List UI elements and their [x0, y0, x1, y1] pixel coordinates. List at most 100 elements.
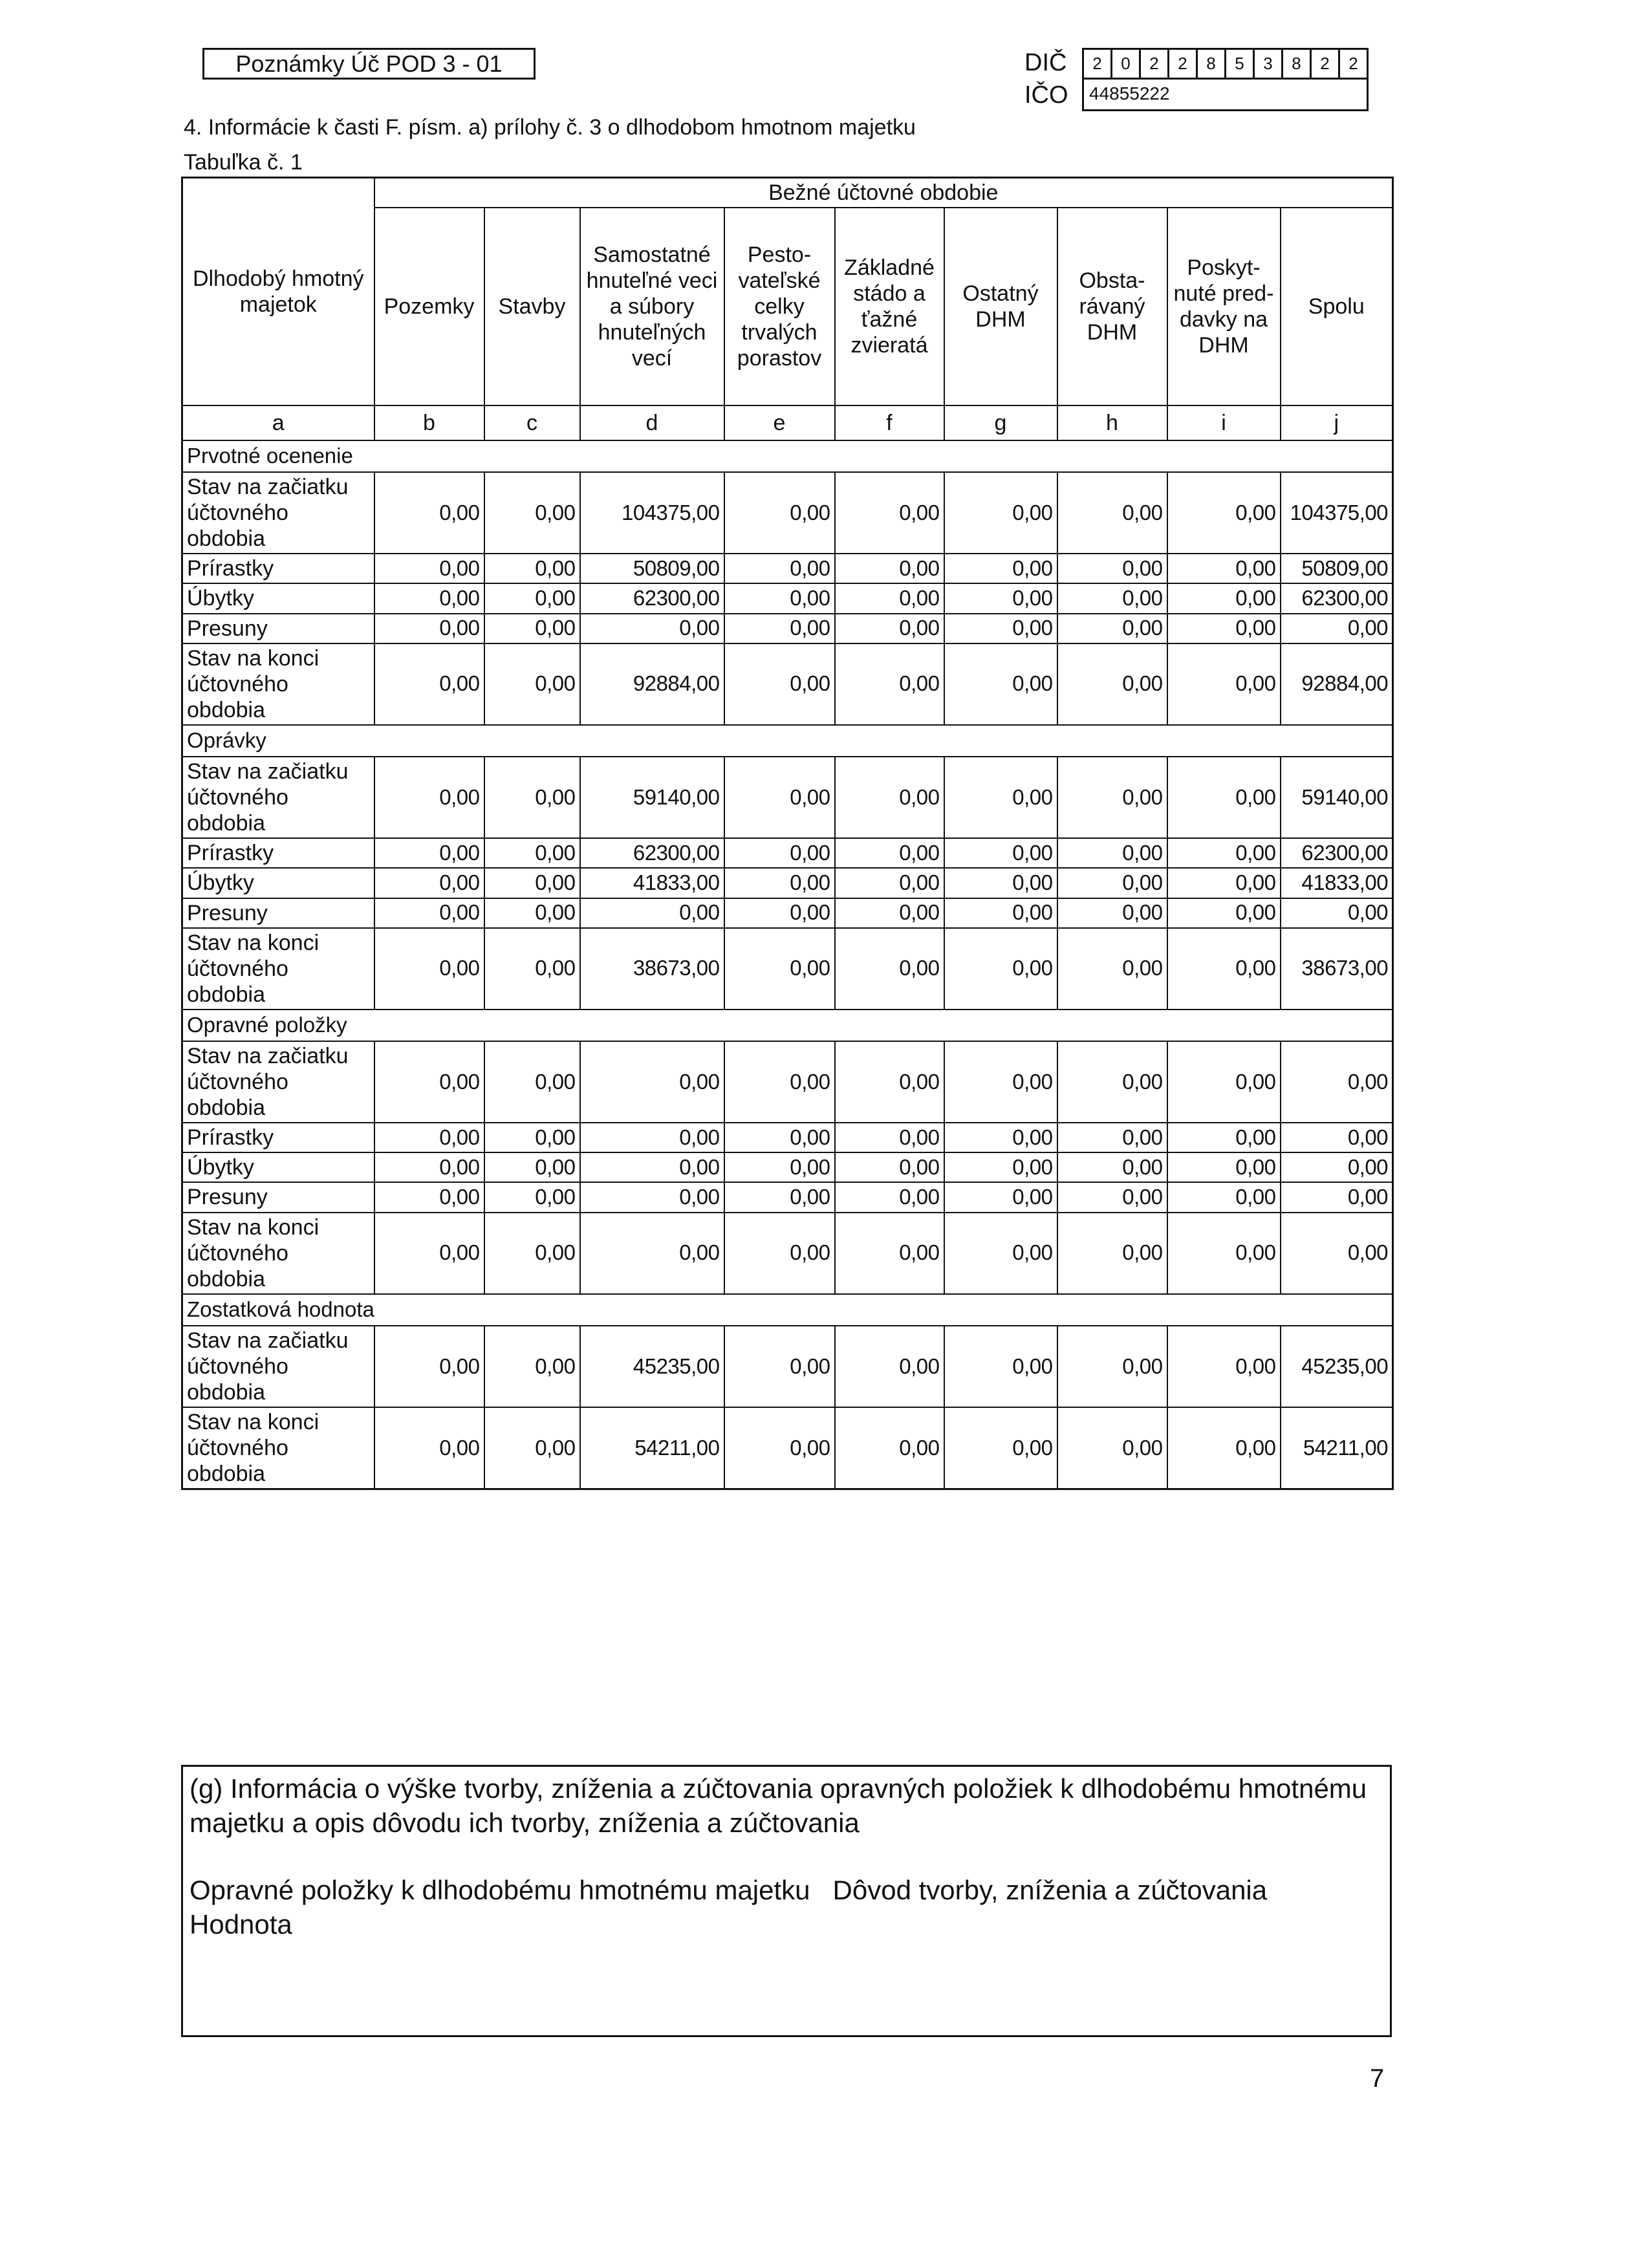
cell-value: 45235,00: [579, 1324, 725, 1409]
data-row: Stav na konci účtovného obdobia 0,00 0,00 3…: [181, 927, 1394, 1010]
row-label: Presuny: [181, 897, 375, 929]
cell-value: 0,00: [373, 1324, 485, 1409]
cell-value: 0,00: [579, 1152, 725, 1183]
note-box: (g) Informácia o výške tvorby, zníženia …: [181, 1765, 1392, 2037]
page-number: 7: [1370, 2064, 1385, 2093]
cell-value: 0,00: [373, 612, 485, 644]
cell-value: 0,00: [1279, 897, 1394, 929]
cell-value: 0,00: [579, 1122, 725, 1154]
section-row: Prvotné ocenenie: [181, 440, 1394, 473]
cell-value: 0,00: [483, 642, 581, 726]
cell-value: 0,00: [373, 1211, 485, 1295]
cell-value: 0,00: [373, 642, 485, 726]
section-title: Prvotné ocenenie: [181, 440, 1394, 473]
data-row: Presuny 0,00 0,00 0,00 0,00 0,00 0,00 0,00 0,00 0…: [181, 612, 1394, 644]
cell-value: 0,00: [373, 897, 485, 929]
cell-value: 92884,00: [579, 642, 725, 726]
cell-value: 0,00: [723, 867, 836, 899]
cell-value: 104375,00: [579, 471, 725, 555]
cell-value: 0,00: [1279, 1122, 1394, 1154]
dic-digit: 2: [1167, 50, 1196, 78]
cell-value: 0,00: [943, 1182, 1058, 1213]
cell-value: 0,00: [834, 1407, 945, 1490]
cell-value: 0,00: [1279, 1182, 1394, 1213]
cell-value: 0,00: [1056, 1211, 1168, 1295]
cell-value: 0,00: [1166, 1407, 1281, 1490]
column-letter: j: [1279, 405, 1394, 442]
column-header: Ostatný DHM: [943, 207, 1058, 407]
data-row: Stav na začiatku účtovného obdobia 0,00 0,…: [181, 471, 1394, 555]
cell-value: 0,00: [1056, 1152, 1168, 1183]
cell-value: 38673,00: [579, 927, 725, 1010]
row-label: Stav na začiatku účtovného obdobia: [181, 471, 375, 555]
row-label: Stav na konci účtovného obdobia: [181, 1407, 375, 1490]
dic-digit: 0: [1110, 50, 1139, 78]
cell-value: 0,00: [1056, 1040, 1168, 1124]
cell-value: 0,00: [373, 867, 485, 899]
cell-value: 0,00: [834, 837, 945, 869]
cell-value: 0,00: [483, 583, 581, 614]
row-label: Stav na konci účtovného obdobia: [181, 927, 375, 1010]
data-row: Stav na začiatku účtovného obdobia 0,00 0,…: [181, 755, 1394, 839]
cell-value: 0,00: [723, 1407, 836, 1490]
cell-value: 0,00: [1166, 612, 1281, 644]
cell-value: 0,00: [834, 1211, 945, 1295]
cell-value: 0,00: [1166, 755, 1281, 839]
cell-value: 0,00: [943, 1324, 1058, 1409]
row-label: Stav na konci účtovného obdobia: [181, 1211, 375, 1295]
cell-value: 0,00: [1056, 837, 1168, 869]
cell-value: 0,00: [1166, 897, 1281, 929]
cell-value: 0,00: [1166, 1152, 1281, 1183]
cell-value: 0,00: [1279, 1040, 1394, 1124]
cell-value: 0,00: [723, 1182, 836, 1213]
cell-value: 0,00: [1166, 1324, 1281, 1409]
dic-digit: 3: [1253, 50, 1281, 78]
cell-value: 54211,00: [1279, 1407, 1394, 1490]
cell-value: 0,00: [1056, 642, 1168, 726]
form-label: Poznámky Úč POD 3 - 01: [202, 48, 536, 80]
cell-value: 59140,00: [579, 755, 725, 839]
dic-digit: 5: [1224, 50, 1253, 78]
data-row: Úbytky 0,00 0,00 62300,00 0,00 0,00 0,00 0,00 0,…: [181, 583, 1394, 614]
cell-value: 0,00: [943, 1122, 1058, 1154]
cell-value: 0,00: [723, 642, 836, 726]
column-header: Stavby: [483, 207, 581, 407]
row-label: Stav na začiatku účtovného obdobia: [181, 755, 375, 839]
cell-value: 62300,00: [579, 583, 725, 614]
column-letter: d: [579, 405, 725, 442]
cell-value: 0,00: [1056, 755, 1168, 839]
cell-value: 0,00: [723, 1152, 836, 1183]
cell-value: 92884,00: [1279, 642, 1394, 726]
cell-value: 0,00: [483, 1407, 581, 1490]
cell-value: 50809,00: [1279, 553, 1394, 585]
cell-value: 0,00: [834, 1122, 945, 1154]
cell-value: 50809,00: [579, 553, 725, 585]
cell-value: 0,00: [483, 1152, 581, 1183]
cell-value: 0,00: [579, 897, 725, 929]
table-caption: Tabuľka č. 1: [184, 150, 303, 175]
cell-value: 0,00: [579, 612, 725, 644]
cell-value: 0,00: [1166, 1182, 1281, 1213]
cell-value: 0,00: [1279, 1211, 1394, 1295]
ico-value: 44855222: [1082, 78, 1369, 111]
data-row: Presuny 0,00 0,00 0,00 0,00 0,00 0,00 0,00 0,00 0…: [181, 1182, 1394, 1213]
cell-value: 54211,00: [579, 1407, 725, 1490]
cell-value: 0,00: [1166, 583, 1281, 614]
cell-value: 0,00: [723, 1211, 836, 1295]
cell-value: 0,00: [483, 837, 581, 869]
column-header: Samostatné hnuteľné veci a súbory hnuteľ…: [579, 207, 725, 407]
cell-value: 0,00: [723, 612, 836, 644]
cell-value: 0,00: [834, 583, 945, 614]
cell-value: 0,00: [943, 471, 1058, 555]
cell-value: 0,00: [834, 1040, 945, 1124]
cell-value: 0,00: [943, 1152, 1058, 1183]
note-body: Opravné položky k dlhodobému hmotnému ma…: [189, 1875, 1290, 1939]
row-label: Stav na začiatku účtovného obdobia: [181, 1324, 375, 1409]
cell-value: 0,00: [1056, 583, 1168, 614]
cell-value: 0,00: [723, 837, 836, 869]
cell-value: 0,00: [1166, 553, 1281, 585]
column-letter: i: [1166, 405, 1281, 442]
cell-value: 0,00: [1056, 471, 1168, 555]
cell-value: 0,00: [834, 553, 945, 585]
cell-value: 0,00: [723, 1040, 836, 1124]
